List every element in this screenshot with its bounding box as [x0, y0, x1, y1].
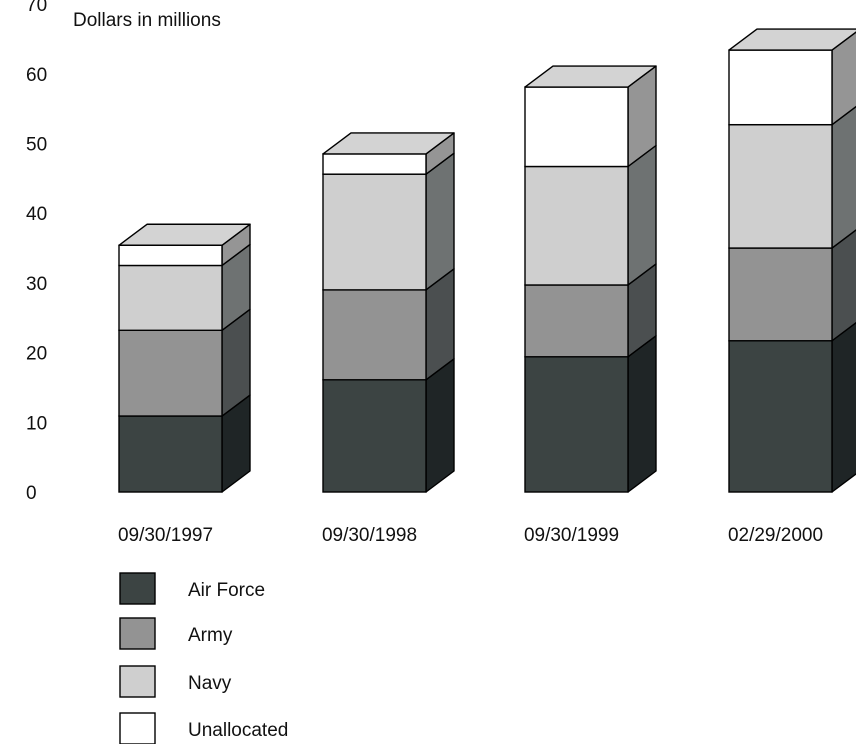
bar-top [728, 28, 856, 51]
bar-stack [118, 223, 251, 493]
bar-segment-army [322, 289, 427, 381]
x-category-label: 09/30/1997 [118, 525, 213, 546]
legend-swatch [119, 572, 156, 605]
y-tick-label: 60 [26, 65, 47, 86]
bar-segment-navy [118, 264, 223, 331]
x-axis: 09/30/1997 09/30/1998 09/30/1999 02/29/2000 [118, 525, 823, 546]
bar-segment-army [728, 247, 833, 342]
x-category-label: 02/29/2000 [728, 525, 823, 546]
bar-stack [728, 28, 856, 493]
bar-stack [322, 132, 455, 493]
bar-side-navy [425, 152, 455, 291]
bar-top [322, 132, 455, 155]
bar-segment-air-force [728, 340, 833, 493]
bars [118, 28, 856, 493]
y-tick-label: 50 [26, 135, 47, 156]
legend-label: Navy [188, 673, 232, 694]
legend-item: Unallocated [119, 712, 288, 744]
bar-segment-unallocated [524, 86, 629, 168]
y-tick-label: 10 [26, 413, 47, 434]
bar-side-navy [627, 144, 657, 286]
bar-stack [524, 65, 657, 493]
legend-swatch [119, 665, 156, 698]
bar-top [118, 223, 251, 246]
bar-segment-navy [728, 123, 833, 249]
bar-segment-navy [322, 173, 427, 291]
bar-side-air-force [425, 358, 455, 493]
bar-segment-air-force [118, 415, 223, 493]
bar-segment-unallocated [118, 244, 223, 267]
bar-side-air-force [627, 335, 657, 493]
legend-swatch [119, 712, 156, 744]
bar-segment-unallocated [322, 153, 427, 175]
y-tick-label: 0 [26, 483, 37, 504]
legend-label: Air Force [188, 580, 265, 601]
bar-segment-unallocated [728, 49, 833, 126]
y-axis: 0 10 20 30 40 50 60 70 [26, 0, 47, 504]
x-category-label: 09/30/1998 [322, 525, 417, 546]
y-tick-label: 20 [26, 344, 47, 365]
legend-label: Army [188, 625, 233, 646]
x-category-label: 09/30/1999 [524, 525, 619, 546]
bar-segment-army [118, 329, 223, 417]
bar-side-air-force [831, 321, 856, 493]
bar-segment-air-force [524, 356, 629, 493]
y-tick-label: 40 [26, 204, 47, 225]
bar-segment-army [524, 284, 629, 358]
y-tick-label: 30 [26, 274, 47, 295]
legend: Air Force Army Navy Unallocated [119, 572, 288, 744]
legend-item: Army [119, 617, 233, 650]
legend-item: Air Force [119, 572, 265, 605]
bar-segment-air-force [322, 379, 427, 493]
bar-side-navy [831, 105, 856, 249]
legend-item: Navy [119, 665, 232, 698]
y-tick-label: 70 [26, 0, 47, 16]
y-axis-unit-label: Dollars in millions [73, 10, 221, 31]
bar-segment-navy [524, 165, 629, 286]
legend-label: Unallocated [188, 720, 288, 741]
bar-top [524, 65, 657, 88]
legend-swatch [119, 617, 156, 650]
